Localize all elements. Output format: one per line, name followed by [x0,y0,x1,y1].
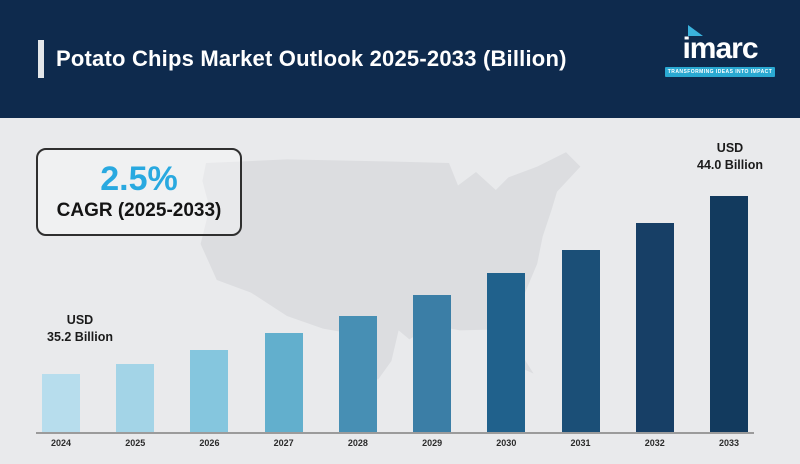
bar-2031 [561,250,600,432]
bar-2027 [264,333,303,432]
last-bar-value-currency: USD [716,141,744,155]
bar-2028 [338,316,377,432]
logo-text: imarc [682,32,758,65]
x-axis-label-2025: 2025 [125,438,146,448]
cagr-value: 2.5% [100,160,178,199]
bar-2029 [413,295,452,432]
x-axis-label-2026: 2026 [199,438,220,448]
bar-2024 [42,374,80,432]
bar-2025 [116,364,155,432]
bar-2032 [635,223,674,432]
cagr-label: CAGR (2025-2033) [56,199,222,221]
logo-triangle-icon [688,25,704,36]
last-bar-value-label: USD 44.0 Billion [678,140,782,174]
logo-mark: imarc [682,25,759,65]
x-axis-label-2028: 2028 [347,438,368,448]
x-axis-label-2032: 2032 [644,438,665,448]
first-bar-value-amount: 35.2 Billion [47,329,113,344]
imarc-logo: imarc TRANSFORMING IDEAS INTO IMPACT [664,25,776,77]
bar-2026 [190,350,229,432]
logo-tagline: TRANSFORMING IDEAS INTO IMPACT [664,67,776,77]
bar-2030 [487,273,526,432]
x-axis-label-2027: 2027 [273,438,294,448]
usa-map-silhouette [200,152,581,380]
first-bar-value-currency: USD [66,313,94,327]
x-axis-label-2033: 2033 [718,438,739,448]
x-axis-label-2031: 2031 [570,438,591,448]
header: Potato Chips Market Outlook 2025-2033 (B… [0,0,800,118]
x-axis-line [36,432,754,434]
page-title: Potato Chips Market Outlook 2025-2033 (B… [56,46,567,71]
x-axis-label-2029: 2029 [422,438,443,448]
x-axis-labels: 2024 2025 2026 2027 2028 2029 2030 2031 2032 2033 [42,438,748,448]
chart-area: 2.5% CAGR (2025-2033) USD 35.2 Billion U… [0,118,800,464]
bar-2033 [709,196,748,432]
bar-series [42,192,748,432]
first-bar-value-label: USD 35.2 Billion [28,312,132,346]
cagr-box: 2.5% CAGR (2025-2033) [36,148,242,236]
last-bar-value-amount: 44.0 Billion [697,157,763,172]
x-axis-label-2024: 2024 [50,438,72,448]
title-accent-bar [38,40,44,78]
x-axis-label-2030: 2030 [496,438,517,448]
